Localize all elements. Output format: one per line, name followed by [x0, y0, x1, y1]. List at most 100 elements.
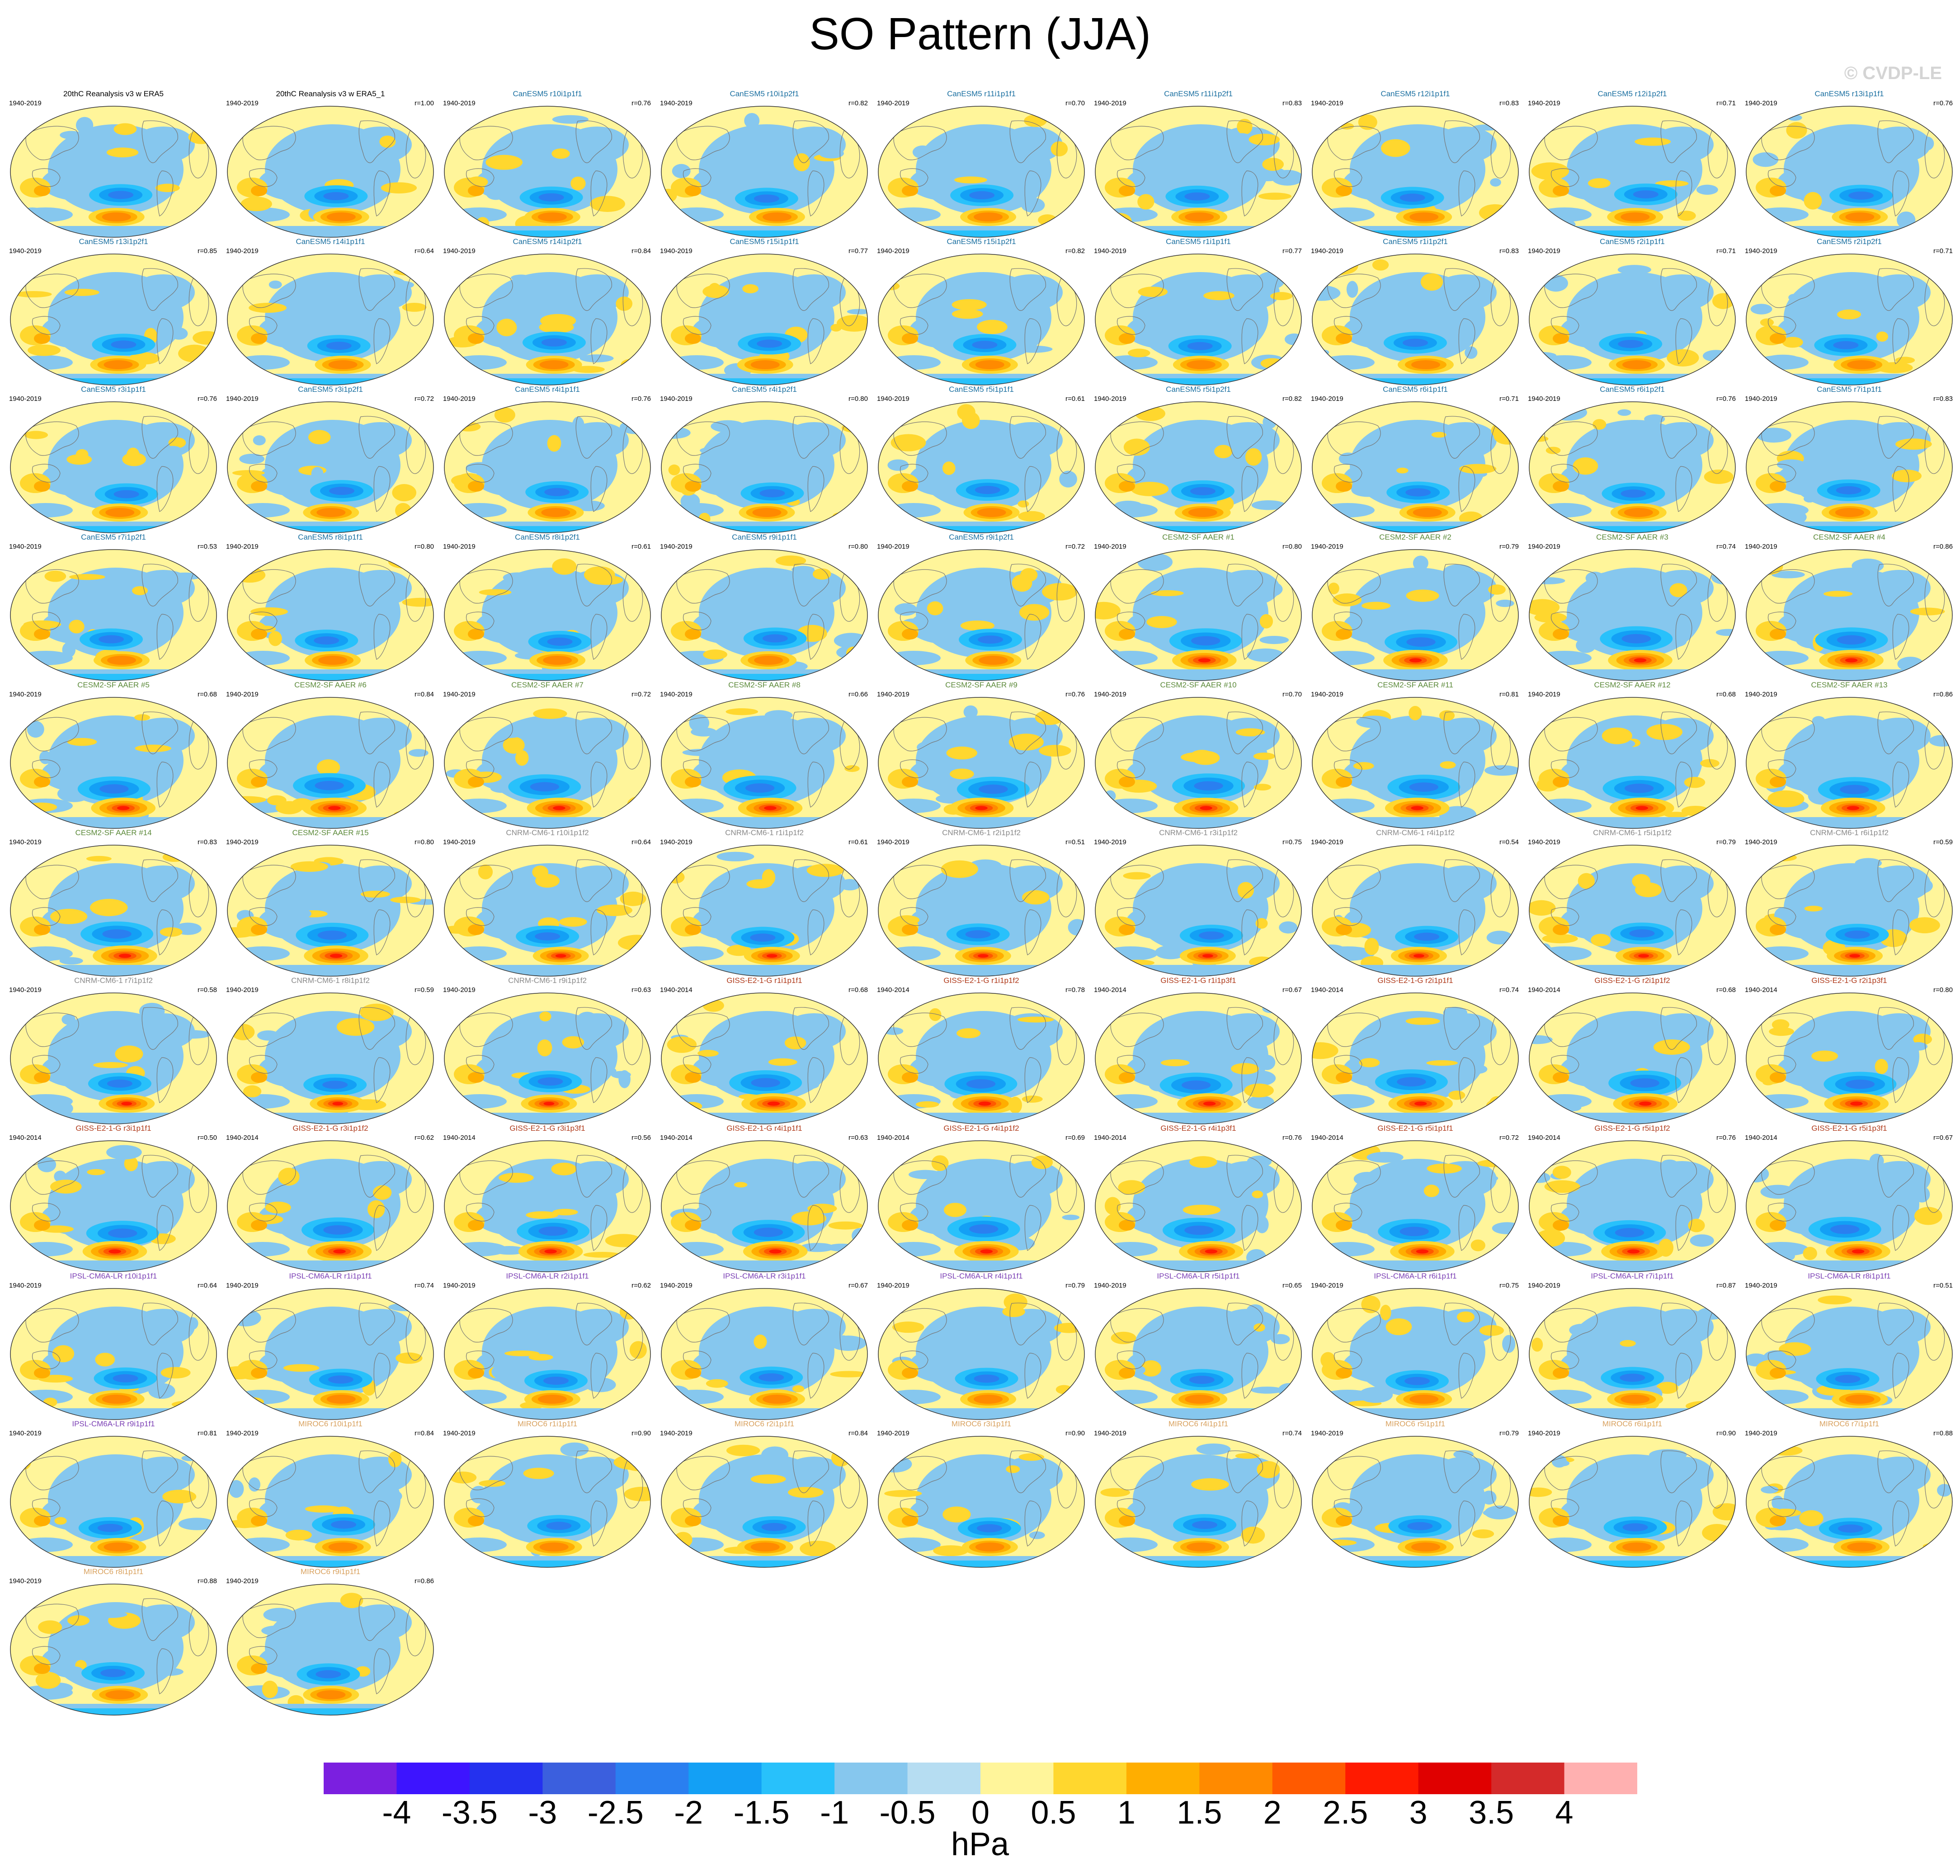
continent-outline [1009, 711, 1046, 754]
panel-title: IPSL-CM6A-LR r4i1p1f1 [940, 1272, 1023, 1280]
continent-outline [1660, 120, 1697, 163]
panel-correlation: r=0.74 [1282, 1429, 1302, 1437]
map-plot [1312, 1288, 1519, 1420]
panel-correlation: r=0.67 [1933, 1134, 1953, 1142]
contour-region [132, 1161, 195, 1197]
contour-region [836, 315, 867, 332]
contour-region [1160, 1059, 1190, 1067]
contour-region [1433, 1457, 1497, 1493]
panel-correlation: r=0.68 [848, 986, 868, 994]
contour-region [1118, 1180, 1145, 1195]
contour-region [468, 776, 484, 787]
contour-region [1426, 1060, 1458, 1066]
panel-years: 1940-2019 [443, 543, 476, 550]
continent-outline [459, 1456, 513, 1490]
contour-region [273, 907, 311, 920]
contour-region [1386, 165, 1413, 178]
panel-title: CanESM5 r4i1p2f1 [732, 385, 797, 394]
contour-region [1004, 1293, 1027, 1311]
contour-region [685, 924, 701, 935]
map-frame [10, 697, 217, 829]
contour-region [1448, 1091, 1465, 1100]
contour-region [1244, 1083, 1274, 1098]
continent-outline [242, 1603, 296, 1638]
contour-region [769, 1249, 782, 1254]
map-panel: CESM2-SF AAER #12 1940-2019 r=0.68 [1524, 677, 1740, 833]
contour-region [251, 1515, 267, 1526]
contour-region [703, 649, 727, 660]
contour-region [1196, 888, 1221, 899]
map-frame [661, 401, 868, 533]
contour-region [102, 1395, 131, 1404]
contour-region [1633, 190, 1658, 199]
contour-region [886, 355, 941, 370]
contour-region [547, 435, 561, 452]
contour-region [251, 1072, 267, 1083]
contour-region [1459, 464, 1497, 474]
contour-region [1146, 616, 1177, 628]
continent-outline [373, 1353, 391, 1399]
continent-outline [1529, 1006, 1550, 1019]
contour-region [160, 927, 183, 937]
continent-outline [156, 1353, 174, 1399]
continent-outline [242, 1012, 296, 1047]
map-plot [1746, 1288, 1953, 1420]
contour-region [999, 1457, 1063, 1493]
contour-region [61, 1014, 76, 1025]
contour-region [1537, 799, 1592, 813]
contour-region [977, 508, 1006, 517]
contour-region [1137, 194, 1154, 210]
colorbar-ticks: -4 -3.5 -3 -2.5 -2 -1.5 -1 -0.5 0 0.5 1 1.5 2 2.5 3 3.5… [0, 1794, 1960, 1839]
contour-region [468, 1515, 484, 1526]
contour-region [1411, 360, 1440, 369]
continent-outline [807, 318, 825, 364]
panel-years: 1940-2019 [1311, 99, 1343, 107]
contour-region [118, 954, 132, 958]
contour-region [754, 1227, 783, 1237]
panel-title: GISS-E2-1-G r4i1p1f1 [726, 1124, 802, 1133]
panel-title: CanESM5 r14i1p1f1 [296, 237, 365, 246]
panel-title: IPSL-CM6A-LR r10i1p1f1 [70, 1272, 157, 1280]
continent-outline [1877, 120, 1914, 163]
contour-region [1650, 1309, 1714, 1345]
contour-region [1312, 285, 1341, 301]
map-plot [10, 401, 217, 533]
continent-outline [575, 1007, 612, 1050]
map-frame [10, 106, 217, 238]
panel-correlation: r=0.63 [631, 986, 651, 994]
contour-region [251, 1368, 267, 1378]
contour-region [979, 784, 1008, 794]
contour-region [106, 147, 139, 158]
contour-region [1188, 508, 1217, 517]
panel-years: 1940-2019 [226, 838, 259, 846]
panel-years: 1940-2019 [1311, 1429, 1343, 1437]
contour-region [1910, 607, 1945, 616]
continent-outline [1226, 1450, 1263, 1493]
contour-region [1479, 204, 1511, 221]
continent-outline [1009, 859, 1046, 902]
panel-correlation: r=0.63 [848, 1134, 868, 1142]
map-plot [444, 106, 651, 238]
panel-title: CNRM-CM6-1 r5i1p1f2 [1593, 828, 1672, 837]
map-panel: CESM2-SF AAER #6 1940-2019 r=0.84 [222, 677, 438, 833]
contour-region [251, 924, 267, 935]
continent-outline [900, 611, 928, 630]
map-panel: GISS-E2-1-G r1i1p3f1 1940-2014 r=0.67 [1090, 973, 1306, 1128]
contour-region [1754, 946, 1809, 961]
continent-outline [878, 268, 899, 280]
contour-region [1260, 358, 1284, 369]
panel-correlation: r=0.64 [198, 1282, 217, 1289]
continent-outline [249, 1203, 278, 1222]
panel-years: 1940-2019 [226, 395, 259, 403]
continent-outline [1226, 120, 1263, 163]
panel-title: IPSL-CM6A-LR r3i1p1f1 [723, 1272, 806, 1280]
contour-region [1148, 1346, 1168, 1356]
colorbar-swatch [980, 1763, 1054, 1794]
contour-region [1358, 1479, 1390, 1485]
map-plot [1746, 254, 1953, 386]
panel-title: 20thC Reanalysis v3 w ERA5 [63, 89, 164, 98]
continent-outline [459, 1308, 513, 1343]
contour-region [559, 917, 587, 927]
contour-region [539, 1011, 551, 1022]
contour-region [1020, 568, 1038, 582]
